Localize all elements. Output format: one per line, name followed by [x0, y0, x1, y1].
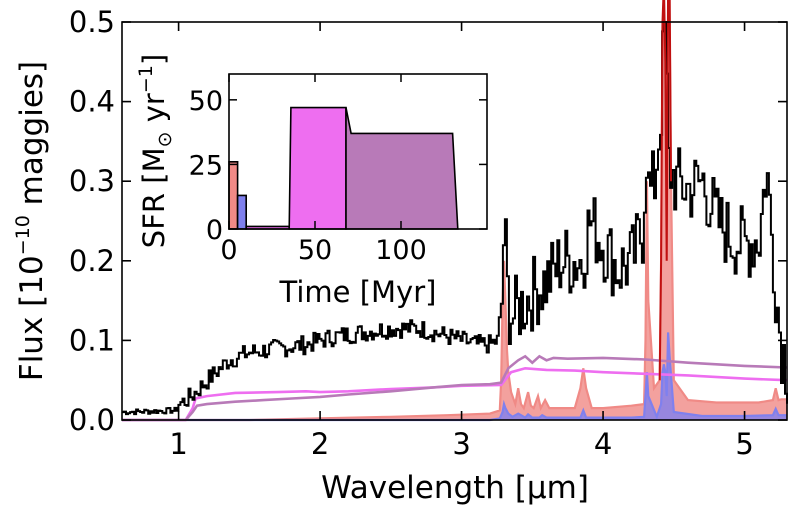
inset-x-axis-label-text: Time [Myr]	[279, 275, 437, 309]
y-axis-label: Flux [10−10 maggies]	[12, 61, 50, 381]
y-tick-label-1: 0.1	[69, 323, 115, 357]
sfh-burst-red	[228, 161, 239, 230]
y-axis-label-exponent: −10	[12, 215, 34, 255]
inset-y-axis-label-sub: ⊙	[154, 131, 176, 147]
x-axis-label: Wavelength [μm]	[321, 470, 589, 506]
x-axis-label-text: Wavelength [μm]	[321, 470, 589, 506]
series-line-component-purple	[122, 354, 788, 422]
inset-y-tick-label-1: 25	[189, 150, 223, 181]
sfh-burst-blue	[236, 194, 247, 230]
series-line-red-core	[658, 0, 672, 381]
series-observed	[122, 21, 788, 416]
inset-plot-frame	[228, 73, 488, 230]
y-axis-label-suffix: maggies]	[14, 61, 50, 215]
inset-y-tick-label-2: 50	[189, 86, 223, 117]
x-tick-label-1: 2	[311, 427, 329, 461]
inset-y-tick-label-0: 0	[206, 215, 223, 246]
inset-y-axis-label: SFR [M⊙ yr−1]	[135, 54, 176, 248]
inset-x-axis-label: Time [Myr]	[279, 275, 437, 309]
y-tick-label-5: 0.5	[69, 5, 115, 39]
x-tick-label-2: 3	[452, 427, 470, 461]
inset-sfh-blocks	[228, 106, 459, 230]
y-tick-label-3: 0.3	[69, 164, 115, 198]
main-plot-frame	[121, 21, 788, 421]
main-axis-ticks	[122, 21, 787, 421]
x-tick-label-4: 5	[735, 427, 753, 461]
sfh-burst-magenta	[288, 106, 347, 230]
inset-y-axis-label-mid: yr	[137, 93, 171, 131]
y-tick-label-2: 0.2	[69, 244, 115, 278]
inset-x-tick-label-2: 100	[375, 235, 427, 266]
y-tick-label-4: 0.4	[69, 85, 115, 119]
inset-x-tick-label-0: 0	[220, 235, 237, 266]
inset-axis-ticks	[228, 74, 487, 230]
inset-axis-tick-labels: 0 50 100 0 25 50	[189, 86, 427, 266]
main-series-lines	[122, 0, 788, 422]
y-tick-label-0: 0.0	[69, 403, 115, 437]
y-axis-label-prefix: Flux [10	[14, 255, 50, 381]
inset-y-axis-label-prefix: SFR [M	[137, 147, 171, 248]
x-tick-label-0: 1	[169, 427, 187, 461]
inset-y-axis-label-exponent: −1	[135, 65, 157, 93]
series-line-component-blue	[122, 332, 787, 422]
inset-x-tick-label-1: 50	[298, 235, 332, 266]
x-tick-label-3: 4	[594, 427, 612, 461]
inset-y-axis-label-suffix: ]	[137, 54, 171, 65]
main-axis-tick-labels: 1 2 3 4 5 0.0 0.1 0.2 0.3 0.4 0.5	[69, 5, 754, 461]
